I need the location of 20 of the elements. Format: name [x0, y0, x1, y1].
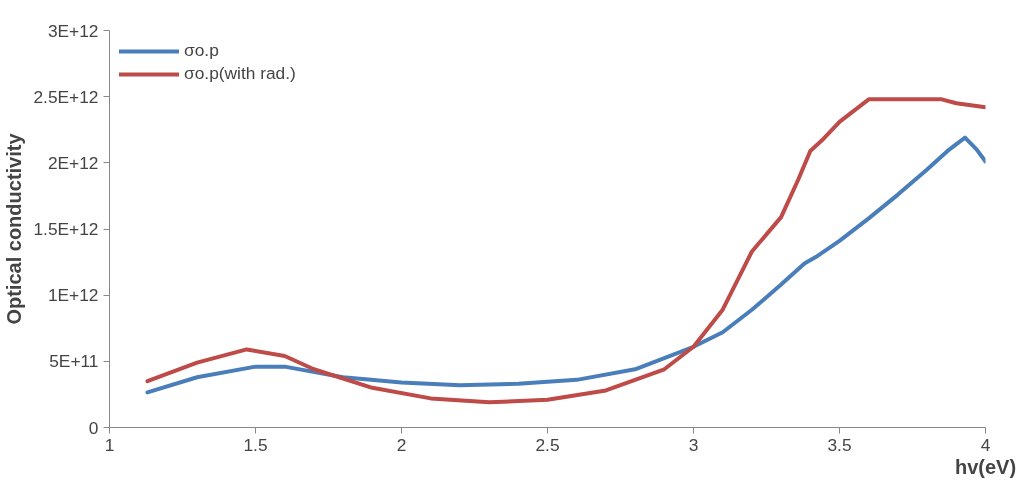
y-tick-label: 2E+12	[47, 152, 99, 173]
legend-label: σo.p(with rad.)	[184, 63, 296, 84]
x-tick-label: 4	[980, 434, 991, 455]
x-axis-title: hv(eV)	[954, 455, 1017, 478]
y-tick-label: 0	[88, 417, 99, 438]
y-tick-label: 1E+12	[47, 285, 99, 306]
x-tick-label: 1.5	[243, 434, 268, 455]
x-tick-label: 3	[688, 434, 699, 455]
line-series	[145, 135, 986, 395]
y-tick-label: 2.5E+12	[33, 86, 99, 107]
x-tick-label: 1	[104, 434, 115, 455]
x-tick-label: 3.5	[827, 434, 852, 455]
y-tick-label: 5E+11	[49, 351, 99, 372]
y-axis-title: Optical conductivity	[3, 132, 26, 325]
y-tick-label: 3E+12	[47, 20, 99, 41]
line-series	[145, 97, 986, 405]
x-tick-label: 2.5	[535, 434, 560, 455]
legend-label: σo.p	[184, 40, 219, 61]
x-tick-label: 2	[396, 434, 407, 455]
y-tick-label: 1.5E+12	[33, 219, 99, 239]
